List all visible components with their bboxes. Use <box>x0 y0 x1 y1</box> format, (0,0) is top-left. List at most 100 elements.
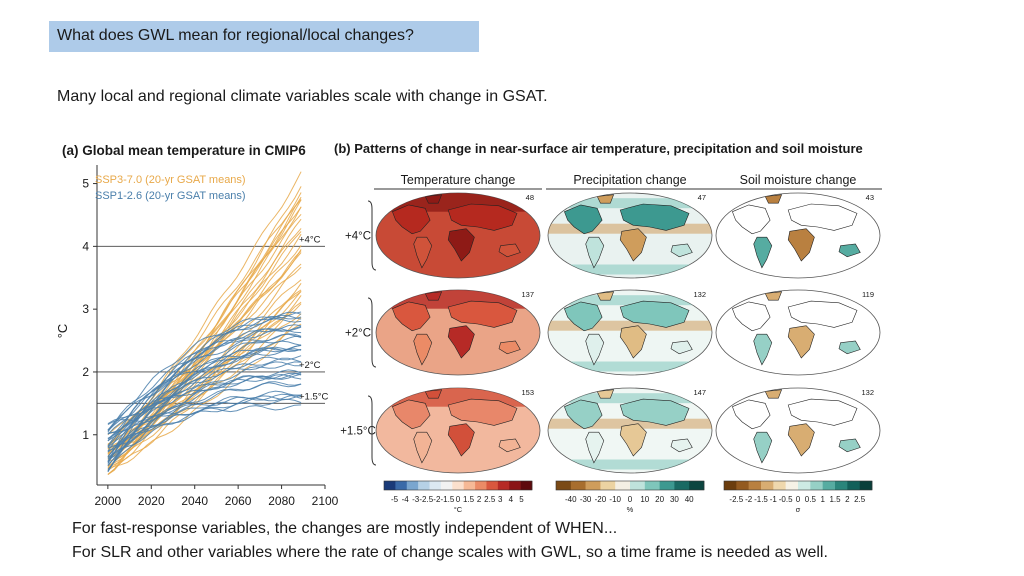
reference-line-label: +2°C <box>299 360 321 371</box>
precip-band <box>548 459 712 470</box>
map-panel: 153 <box>375 387 541 474</box>
model-line-ssp370 <box>107 323 302 469</box>
continent <box>447 398 518 426</box>
model-count: 47 <box>698 193 706 202</box>
model-line-ssp126 <box>107 311 302 431</box>
y-tick-label: 3 <box>82 302 89 316</box>
continent <box>596 389 615 399</box>
continent <box>764 389 783 399</box>
colorbar-swatch <box>384 481 396 490</box>
colorbar-swatch <box>674 481 690 490</box>
precip-band <box>548 418 712 429</box>
colorbar-tick: 0 <box>796 495 801 504</box>
legend-ssp126: SSP1-2.6 (20-yr GSAT means) <box>95 190 246 202</box>
reference-line-label: +1.5°C <box>299 391 329 402</box>
continent <box>732 399 771 430</box>
colorbar-swatch <box>585 481 601 490</box>
footer-line-1: For fast-response variables, the changes… <box>72 520 618 537</box>
colorbar-frame <box>383 480 533 491</box>
colorbar-frame <box>723 480 873 491</box>
continent <box>447 300 518 328</box>
continent <box>619 423 647 457</box>
colorbar-tick: -1 <box>770 495 778 504</box>
continent <box>447 228 475 262</box>
map-panel: 43 <box>715 192 881 279</box>
continent <box>392 399 431 430</box>
colorbar-tick: -2 <box>433 495 441 504</box>
colorbar-swatch <box>406 481 419 490</box>
reference-line-label: +4°C <box>299 234 321 245</box>
map-panel: 147 <box>547 387 713 474</box>
colorbar-tick: 3 <box>498 495 503 504</box>
model-line-ssp126 <box>107 333 302 467</box>
model-line-ssp126 <box>107 393 302 434</box>
colorbar-tick: 0 <box>456 495 461 504</box>
model-count: 153 <box>521 388 534 397</box>
map-panel: 47 <box>547 192 713 279</box>
colorbar-swatch <box>859 481 873 490</box>
colorbar-tick: 10 <box>640 495 649 504</box>
colorbar-swatch <box>659 481 675 490</box>
colorbar-tick: -10 <box>609 495 621 504</box>
colorbar-swatch <box>463 481 476 490</box>
colorbar-swatch <box>615 481 631 490</box>
model-count: 132 <box>861 388 874 397</box>
continent <box>764 194 783 204</box>
continent <box>392 301 431 332</box>
continent <box>732 204 771 235</box>
continent <box>564 204 603 235</box>
continent <box>447 325 475 359</box>
model-line-ssp126 <box>107 398 302 449</box>
continent <box>753 236 773 269</box>
continent <box>838 438 861 453</box>
colorbar-tick: 1 <box>820 495 825 504</box>
colorbar-tick: -4 <box>402 495 410 504</box>
colorbar-tick: 1.5 <box>463 495 475 504</box>
continent <box>424 389 443 399</box>
colorbar-tick: 30 <box>670 495 679 504</box>
colorbar-tick: -1.5 <box>441 495 455 504</box>
row-label: +2°C <box>345 328 371 340</box>
row-bracket <box>367 200 377 271</box>
colorbar-tick: -3 <box>412 495 420 504</box>
colorbar-swatch <box>556 481 572 490</box>
colorbar-unit: σ <box>796 505 801 514</box>
map-panel: 132 <box>547 289 713 376</box>
precip-band <box>548 361 712 372</box>
colorbar-frame <box>555 480 705 491</box>
model-count: 132 <box>693 290 706 299</box>
colorbar-tick: 0.5 <box>805 495 817 504</box>
colorbar-unit: °C <box>454 505 463 514</box>
colorbar-swatch <box>748 481 762 490</box>
colorbar-swatch <box>509 481 521 490</box>
continent <box>498 438 521 453</box>
model-line-ssp126 <box>107 315 302 472</box>
x-tick-label: 2040 <box>181 494 208 508</box>
colorbar-swatch <box>644 481 660 490</box>
colorbar-tick: 5 <box>519 495 524 504</box>
continent <box>392 204 431 235</box>
precip-band <box>548 223 712 234</box>
continent <box>753 431 773 464</box>
colorbar-swatch <box>810 481 823 490</box>
model-line-ssp126 <box>107 390 302 452</box>
model-line-ssp126 <box>107 345 302 473</box>
colorbar-swatch <box>761 481 774 490</box>
colorbar-swatch <box>689 481 705 490</box>
continent <box>447 423 475 457</box>
colorbar-swatch <box>452 481 464 490</box>
precip-band <box>548 295 712 306</box>
continent <box>596 291 615 301</box>
continent <box>838 243 861 258</box>
precip-band <box>548 198 712 209</box>
precip-band <box>548 393 712 404</box>
map-panel: 119 <box>715 289 881 376</box>
model-line-ssp126 <box>107 361 302 472</box>
colorbar-swatch <box>724 481 737 490</box>
map-panel: 132 <box>715 387 881 474</box>
colorbar-swatch <box>440 481 453 490</box>
colorbar-tick: -20 <box>595 495 607 504</box>
continent <box>838 340 861 355</box>
colorbar-swatch <box>773 481 786 490</box>
slide-title-text: What does GWL mean for regional/local ch… <box>57 27 414 44</box>
